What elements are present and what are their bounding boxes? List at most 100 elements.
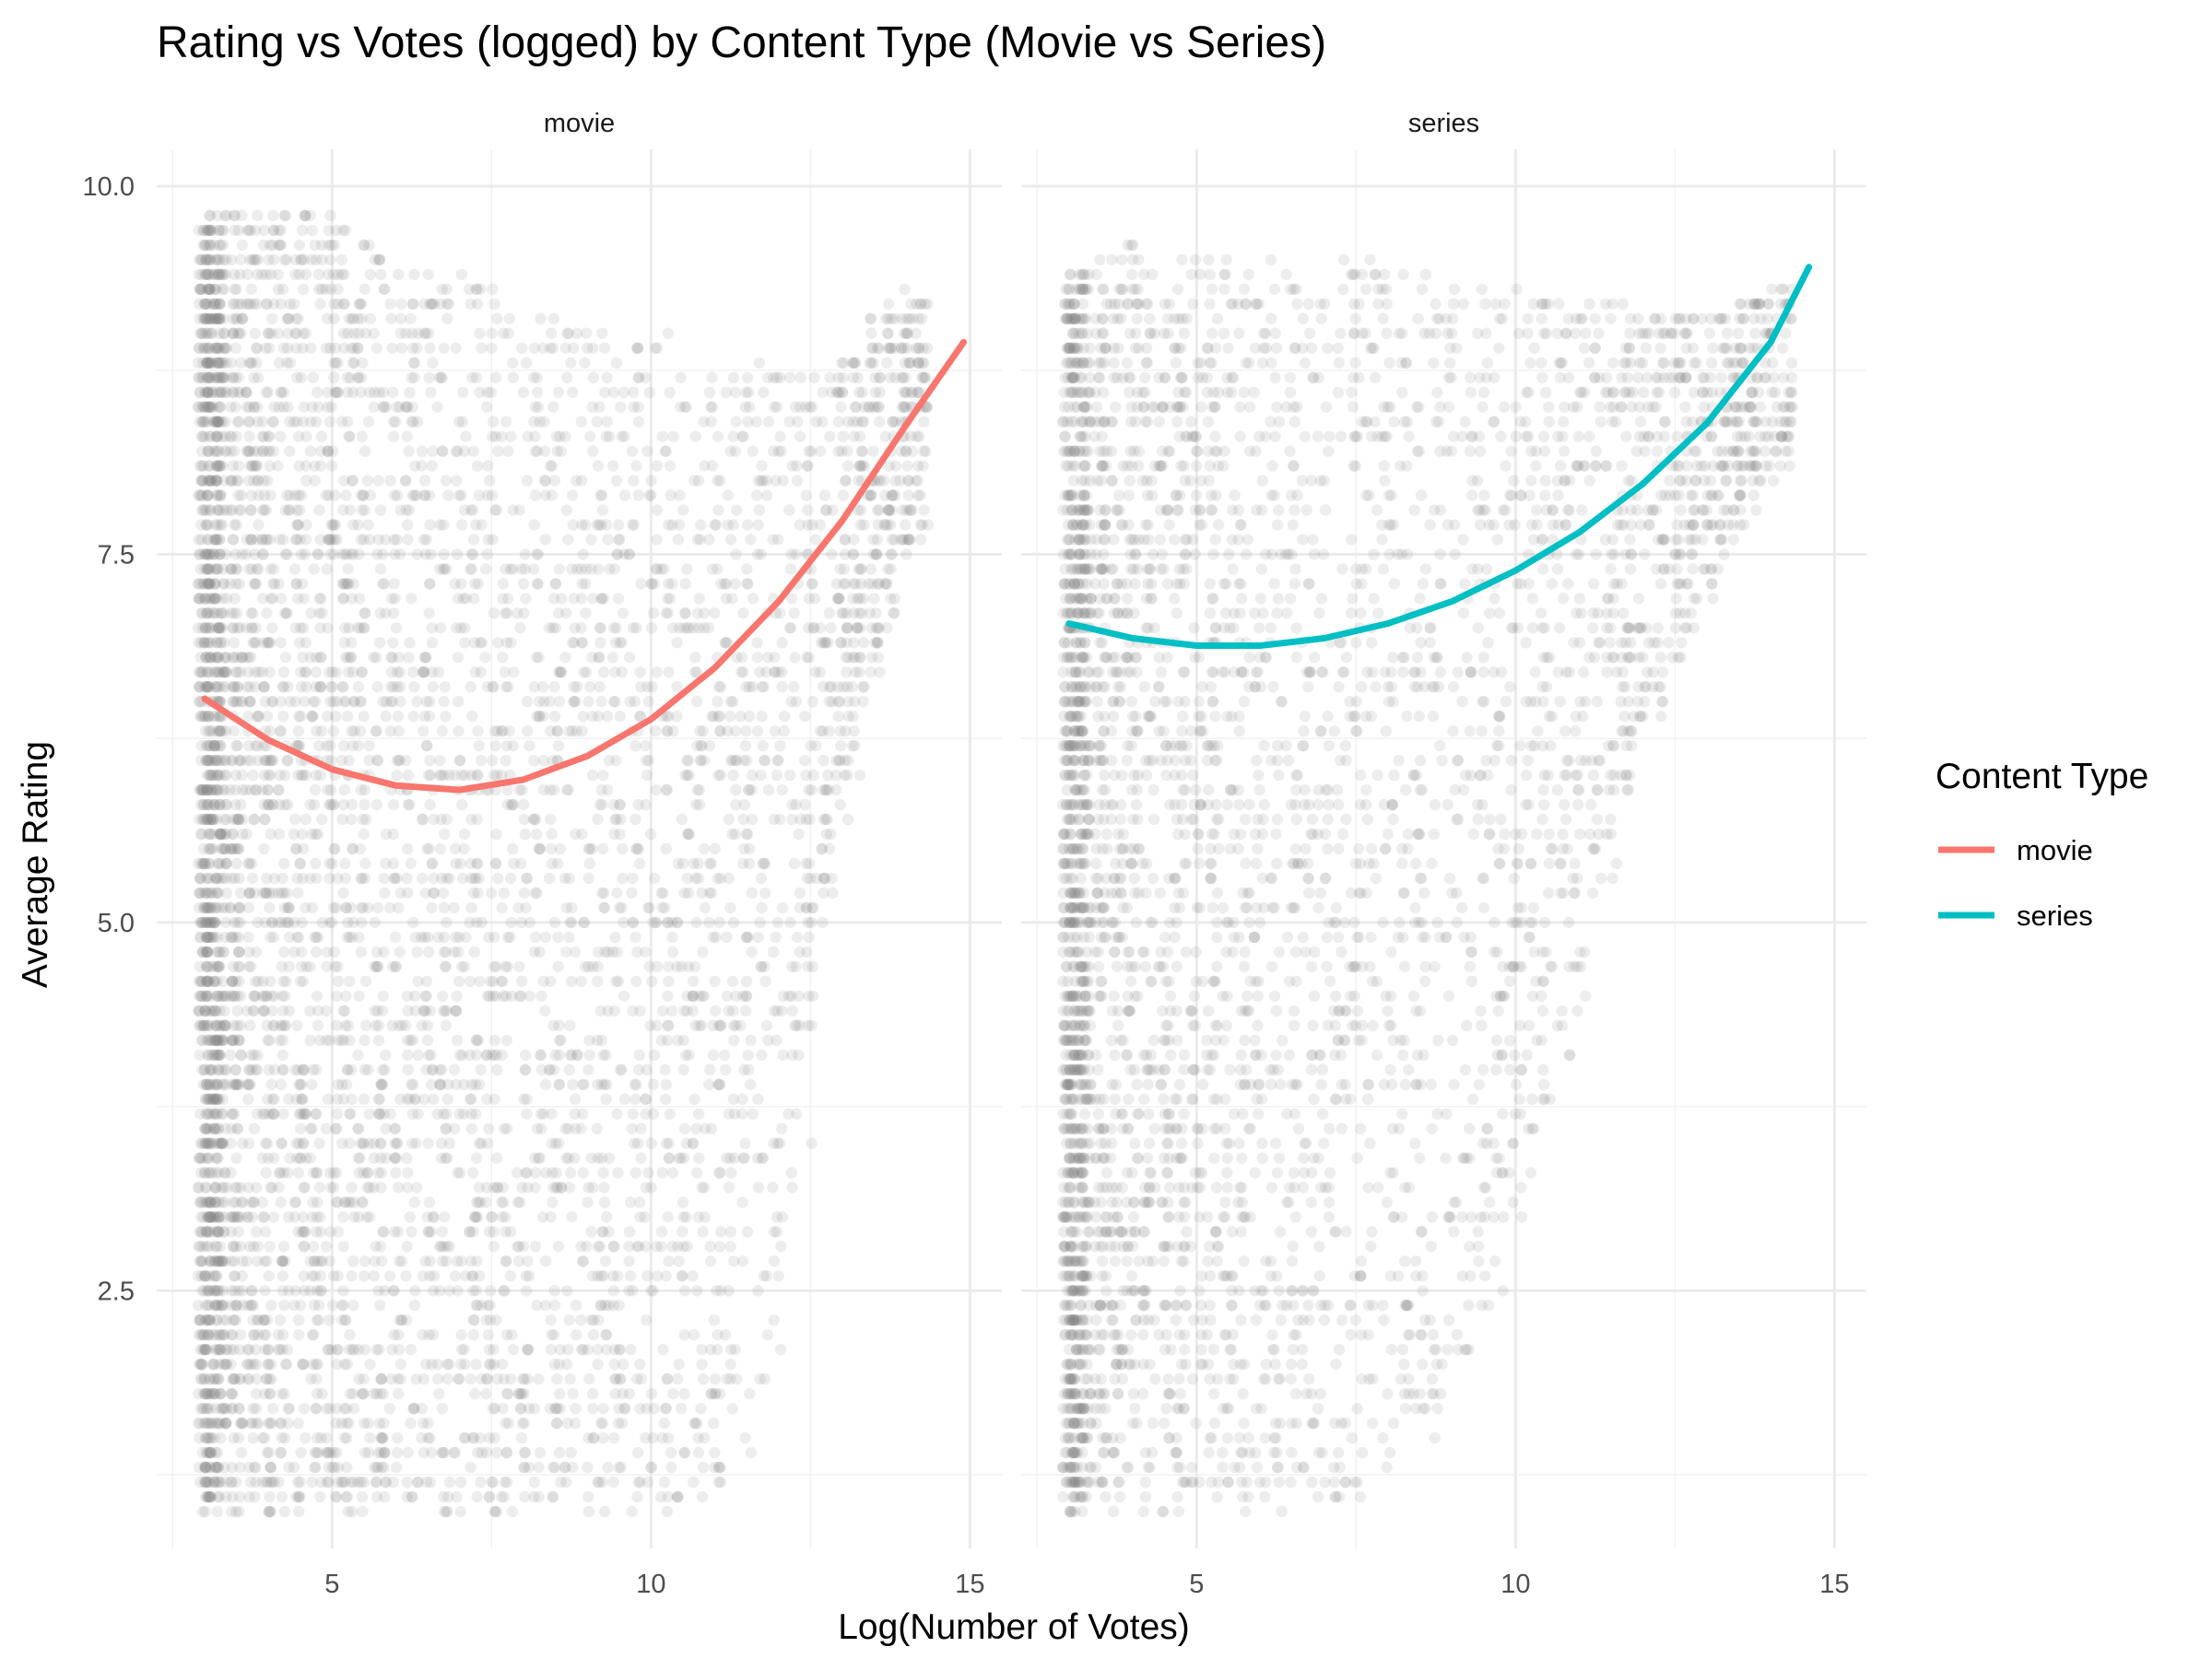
data-point [344, 1137, 356, 1149]
data-point [577, 1078, 589, 1090]
data-point [427, 1329, 440, 1341]
data-point [282, 312, 295, 324]
data-point [567, 1078, 579, 1090]
data-point [401, 1241, 413, 1253]
data-point [383, 901, 396, 914]
data-point [390, 622, 403, 634]
data-point [568, 342, 580, 354]
data-point [903, 357, 916, 369]
data-point [431, 401, 443, 413]
data-point [261, 298, 273, 310]
data-point [631, 842, 643, 855]
data-point [758, 386, 770, 398]
data-point [423, 371, 435, 383]
data-point [193, 224, 205, 237]
data-point [474, 1476, 487, 1488]
data-point [229, 371, 242, 383]
data-point [374, 563, 387, 575]
data-point [327, 725, 340, 737]
data-point [535, 990, 547, 1003]
data-point [374, 607, 386, 619]
data-point [295, 946, 308, 959]
data-point [699, 901, 712, 914]
data-point [311, 1446, 323, 1459]
data-point [379, 887, 391, 900]
data-point [634, 666, 646, 678]
data-point [389, 593, 401, 605]
data-point [853, 430, 866, 442]
data-point [530, 828, 543, 841]
data-point [340, 1490, 352, 1503]
data-point [759, 887, 771, 900]
data-point [335, 754, 347, 767]
data-point [618, 1359, 629, 1371]
data-point [487, 283, 499, 295]
data-point [353, 1373, 365, 1385]
data-point [712, 1476, 725, 1488]
data-point [451, 548, 464, 560]
data-point [481, 548, 493, 560]
data-point [793, 828, 805, 841]
data-point [293, 489, 305, 501]
data-point [486, 327, 498, 339]
data-point [418, 725, 429, 737]
data-point [237, 312, 249, 324]
data-point [905, 430, 917, 442]
data-point [674, 489, 686, 501]
data-point [252, 371, 265, 383]
data-point [232, 1034, 244, 1046]
data-point [337, 1300, 349, 1312]
data-point [650, 725, 662, 737]
data-point [329, 342, 341, 354]
data-point [546, 460, 558, 472]
data-point [215, 1344, 227, 1356]
data-point [243, 696, 256, 708]
data-point [401, 1093, 414, 1105]
data-point [294, 1123, 307, 1135]
data-point [260, 1137, 272, 1149]
data-point [194, 872, 206, 885]
data-point [612, 519, 625, 531]
data-point [356, 916, 368, 929]
data-point [454, 578, 467, 590]
data-point [480, 1388, 492, 1400]
data-point [294, 857, 306, 870]
data-point [219, 430, 231, 442]
data-point [888, 607, 900, 619]
data-point [341, 371, 354, 383]
data-point [594, 401, 606, 413]
data-point [724, 1344, 737, 1356]
data-point [387, 637, 399, 649]
data-point [490, 371, 502, 383]
data-point [434, 842, 447, 855]
data-point [626, 1505, 638, 1518]
data-point [679, 607, 691, 619]
data-point [520, 1270, 532, 1282]
data-point [224, 504, 236, 516]
data-point [499, 1285, 511, 1297]
data-point [688, 1093, 700, 1105]
data-point [468, 946, 480, 959]
data-point [709, 1373, 722, 1385]
data-point [314, 622, 326, 634]
data-point [355, 783, 368, 796]
data-point [521, 1093, 533, 1105]
data-point [582, 1182, 594, 1194]
data-point [571, 1329, 582, 1341]
data-point [675, 401, 687, 413]
data-point [441, 1123, 453, 1135]
data-point [694, 725, 706, 737]
data-point [849, 357, 861, 369]
data-point [675, 1403, 688, 1415]
data-point [918, 504, 930, 516]
data-point [900, 371, 912, 383]
data-point [529, 1241, 542, 1253]
data-point [374, 504, 387, 516]
data-point [265, 1359, 277, 1371]
data-point [664, 1108, 676, 1120]
data-point [578, 666, 590, 678]
data-point [660, 842, 672, 855]
data-point [266, 593, 278, 605]
data-point [347, 1505, 359, 1518]
data-point [645, 1461, 657, 1474]
